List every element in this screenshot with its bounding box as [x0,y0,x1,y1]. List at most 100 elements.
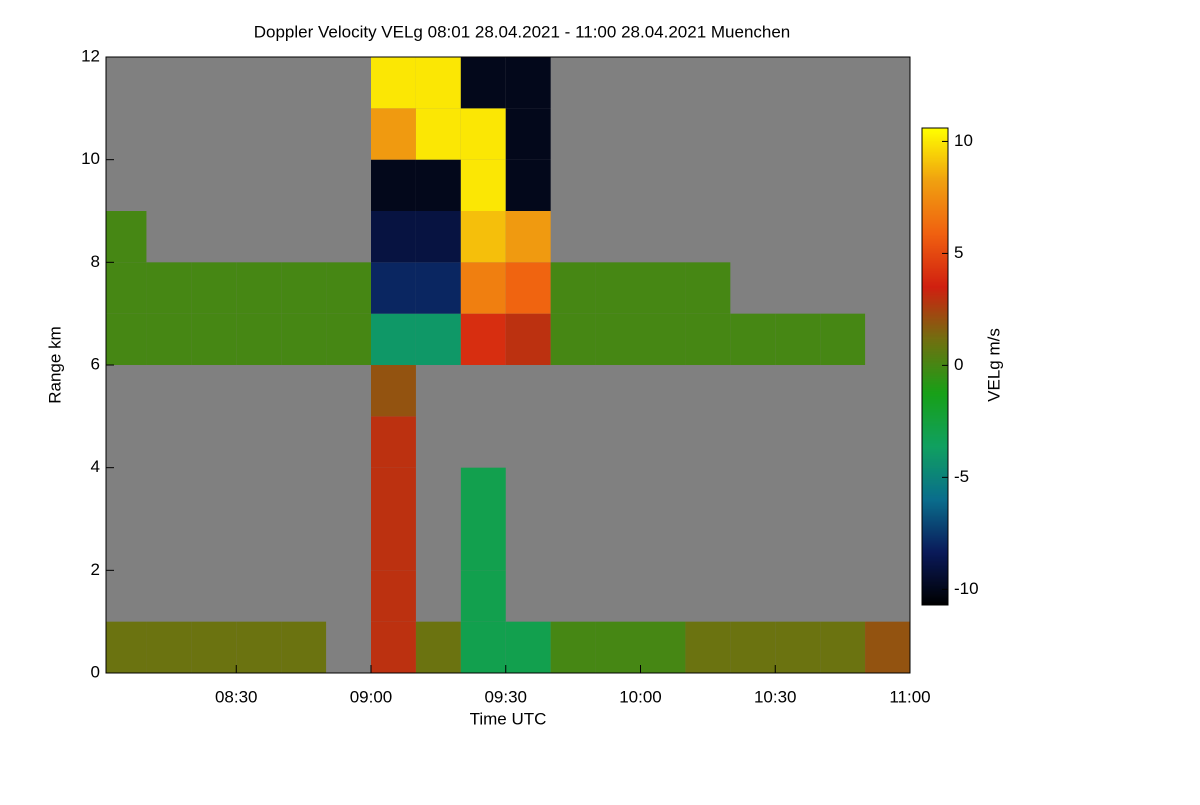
colorbar-stripe [922,500,948,502]
colorbar-stripe [922,455,948,457]
colorbar-stripe [922,414,948,416]
colorbar-stripe [922,560,948,562]
colorbar-stripe [922,467,948,469]
colorbar-stripe [922,498,948,500]
heat-cell [460,621,506,673]
colorbar-tick-label: 10 [954,131,973,150]
colorbar-stripe [922,219,948,221]
colorbar-stripe [922,266,948,268]
colorbar-stripe [922,132,948,134]
colorbar-stripe [922,434,948,436]
colorbar-stripe [922,447,948,449]
colorbar-stripe [922,139,948,141]
heat-cell [371,621,416,673]
colorbar-stripe [922,439,948,441]
colorbar-stripe [922,474,948,476]
colorbar-stripe [922,457,948,459]
colorbar-stripe [922,486,948,488]
colorbar-stripe [922,171,948,173]
colorbar-stripe [922,597,948,599]
colorbar-stripe [922,424,948,426]
colorbar-stripe [922,276,948,278]
colorbar-stripe [922,288,948,290]
colorbar-stripe [922,484,948,486]
colorbar-stripe [922,409,948,411]
colorbar-stripe [922,165,948,167]
colorbar-stripe [922,502,948,504]
colorbar-stripe [922,481,948,483]
colorbar-stripe [922,464,948,466]
colorbar-stripe [922,243,948,245]
colorbar-stripe [922,426,948,428]
colorbar-stripe [922,401,948,403]
x-tick-label: 10:30 [754,687,797,706]
colorbar-stripe [922,475,948,477]
colorbar-stripe [922,235,948,237]
colorbar-stripe [922,193,948,195]
colorbar-stripe [922,151,948,153]
colorbar-stripe [922,320,948,322]
colorbar-stripe [922,371,948,373]
colorbar-stripe [922,534,948,536]
heat-cell [820,621,866,673]
colorbar-stripe [922,242,948,244]
colorbar-stripe [922,505,948,507]
colorbar-stripe [922,459,948,461]
colorbar-stripe [922,374,948,376]
colorbar-stripe [922,355,948,357]
heat-cell [146,313,192,365]
colorbar-stripe [922,589,948,591]
colorbar-stripe [922,304,948,306]
colorbar-stripe [922,388,948,390]
colorbar-stripe [922,205,948,207]
colorbar-stripe [922,533,948,535]
colorbar-stripe [922,213,948,215]
colorbar-stripe [922,187,948,189]
colorbar-stripe [922,144,948,146]
colorbar-stripe [922,249,948,251]
colorbar-tick-label: 0 [954,355,963,374]
colorbar-stripe [922,410,948,412]
colorbar-stripe [922,602,948,604]
colorbar-stripe [922,162,948,164]
colorbar-stripe [922,380,948,382]
colorbar-stripe [922,547,948,549]
colorbar-stripe [922,584,948,586]
colorbar-stripe [922,228,948,230]
colorbar-stripe [922,128,948,130]
heat-cell [595,262,641,314]
colorbar-stripe [922,491,948,493]
heat-cell [730,313,776,365]
colorbar-stripe [922,353,948,355]
colorbar-stripe [922,469,948,471]
colorbar-stripe [922,372,948,374]
colorbar-stripe [922,386,948,388]
colorbar-stripe [922,504,948,506]
colorbar-stripe [922,231,948,233]
heat-cell [371,467,416,519]
colorbar-stripe [922,559,948,561]
colorbar-stripe [922,230,948,232]
colorbar-stripe [922,301,948,303]
heat-cell [640,621,686,673]
colorbar-stripe [922,299,948,301]
colorbar-stripe [922,322,948,324]
colorbar-stripe [922,551,948,553]
colorbar-stripe [922,166,948,168]
colorbar-stripe [922,587,948,589]
colorbar-stripe [922,454,948,456]
colorbar-stripe [922,319,948,321]
colorbar-stripe [922,573,948,575]
colorbar-stripe [922,317,948,319]
colorbar-stripe [922,343,948,345]
colorbar-stripe [922,214,948,216]
heat-cell [326,262,372,314]
colorbar-stripe [922,196,948,198]
colorbar-stripe [922,436,948,438]
x-tick-label: 10:00 [619,687,662,706]
colorbar-stripe [922,425,948,427]
heat-cell [415,621,461,673]
y-tick-label: 8 [91,252,100,271]
colorbar-stripe [922,217,948,219]
